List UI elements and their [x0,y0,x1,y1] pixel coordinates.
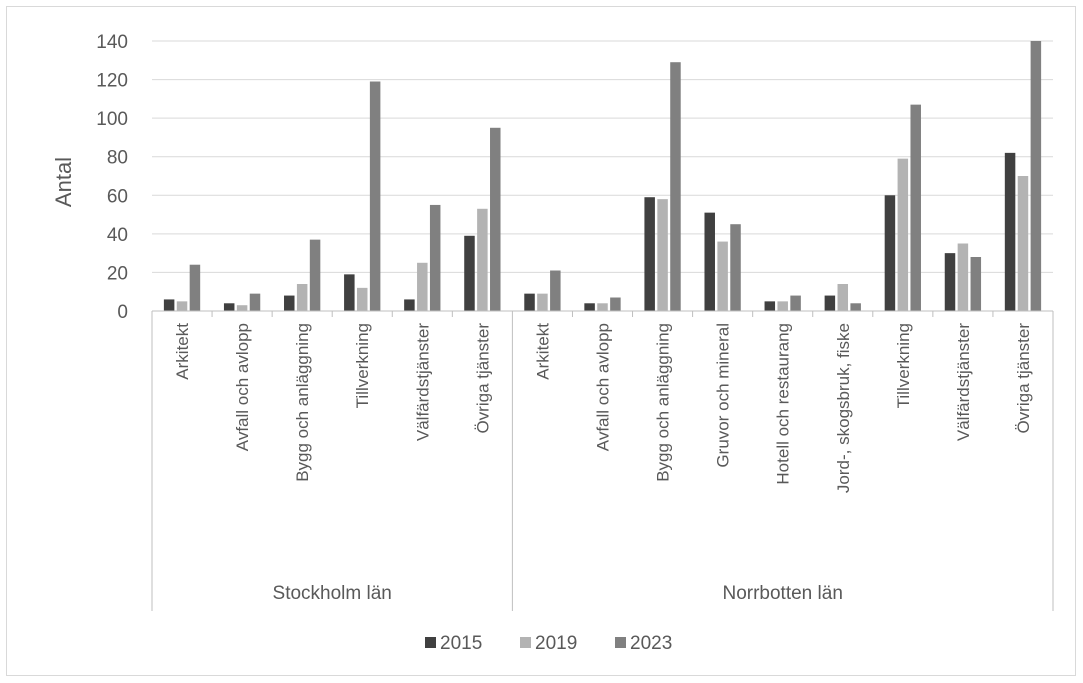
legend-label: 2023 [630,633,672,654]
y-tick-label: 100 [96,109,128,130]
bar-2019-13 [897,158,909,311]
group-labels: Stockholm län Norrbotten län [273,583,843,604]
bar-2015-11 [764,301,776,311]
bar-2015-4 [344,274,355,311]
category-label: Tillverkning [353,323,372,408]
category-label: Avfall och avlopp [594,323,613,451]
bar-2019-2 [236,305,248,311]
bar-2019-5 [417,262,428,311]
bar-2019-4 [356,287,368,311]
category-label: Bygg och anläggning [654,323,673,482]
bar-2015-12 [824,295,836,311]
bar-2019-9 [657,199,668,311]
chart-frame: 0 20 40 60 80 100 120 140 Arkitekt Avfall och av… [6,6,1076,676]
y-tick-label: 80 [107,148,128,169]
bar-2023-1 [189,264,201,311]
bar-2023-12 [850,303,861,311]
bar-2023-5 [429,204,441,311]
bar-2019-8 [597,303,608,311]
bar-chart: 0 20 40 60 80 100 120 140 Arkitekt Avfall och av… [51,32,1054,654]
y-tick-label: 140 [96,32,128,53]
legend-swatch [615,637,626,648]
group-label: Norrbotten län [722,583,842,604]
category-label: Övriga tjänster [1014,323,1033,434]
group-label: Stockholm län [273,583,392,604]
bar-2019-14 [957,243,969,311]
category-label: Gruvor och mineral [714,323,733,468]
category-label: Övriga tjänster [473,323,492,434]
category-label: Arkitekt [533,323,552,380]
bar-2015-5 [404,299,415,311]
legend: 2015 2019 2023 [425,633,672,654]
bar-2023-13 [910,104,921,311]
category-label: Välfärdstjänster [954,323,973,441]
bar-2023-14 [970,257,982,311]
y-tick-label: 20 [107,263,128,284]
category-labels: Arkitekt Avfall och avlopp Bygg och anlägg… [173,323,1033,493]
bar-2015-14 [944,253,956,311]
bars [163,41,1042,312]
bar-2015-6 [464,235,475,311]
category-label: Avfall och avlopp [233,323,252,451]
bar-2015-7 [524,293,535,311]
bar-2019-11 [777,301,788,311]
bar-2015-9 [644,197,655,311]
category-label: Hotell och restaurang [774,323,793,485]
axes [151,310,1054,611]
bar-2015-10 [704,212,715,311]
legend-label: 2015 [440,633,482,654]
bar-2019-3 [296,284,308,311]
y-tick-label: 40 [107,225,128,246]
bar-2023-15 [1030,41,1042,311]
bar-2015-13 [884,195,896,311]
legend-swatch [520,637,531,648]
category-label: Arkitekt [173,323,192,380]
bar-2023-2 [249,293,261,311]
y-tick-label: 0 [117,302,128,323]
bar-2019-6 [477,208,488,311]
bar-2015-2 [223,303,235,311]
bar-2019-10 [717,241,728,311]
bar-2015-1 [163,299,175,311]
bar-2019-15 [1017,176,1029,311]
bar-2015-8 [584,303,595,311]
category-label: Jord-, skogsbruk, fiske [834,323,853,493]
y-tick-label: 120 [96,71,128,92]
bar-2023-3 [309,239,321,311]
bar-2019-1 [176,301,188,311]
y-axis-title: Antal [51,157,76,207]
category-label: Välfärdstjänster [413,323,432,441]
bar-2023-9 [670,62,681,312]
bar-2023-6 [490,127,501,311]
category-label: Bygg och anläggning [293,323,312,482]
legend-label: 2019 [535,633,577,654]
y-tick-labels: 0 20 40 60 80 100 120 140 [96,32,128,323]
bar-2023-4 [369,81,381,311]
bar-2015-3 [284,295,295,311]
bar-2019-7 [537,293,548,311]
bar-2019-12 [837,284,849,311]
gridlines [152,40,1053,273]
legend-swatch [425,637,436,648]
bar-2023-11 [790,295,801,311]
bar-2015-15 [1004,152,1016,311]
y-tick-label: 60 [107,186,128,207]
bar-2023-10 [730,224,741,311]
bar-2023-7 [550,270,561,311]
category-label: Tillverkning [894,323,913,408]
bar-2023-8 [610,297,621,311]
